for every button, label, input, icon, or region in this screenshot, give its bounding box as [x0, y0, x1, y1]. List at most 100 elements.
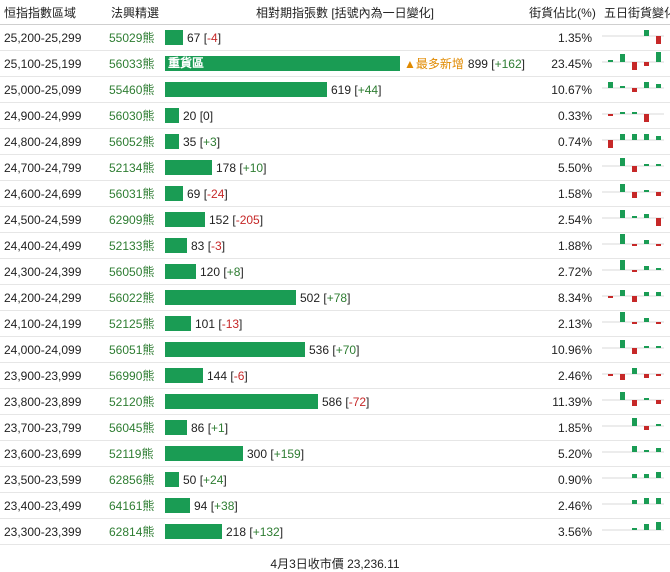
sparkline-bar [644, 114, 649, 122]
warrant-code-link[interactable]: 52120熊 [105, 388, 165, 415]
bracket-open: [ [342, 394, 349, 409]
range-cell: 24,500-24,599 [0, 206, 105, 233]
sparkline-svg [602, 340, 664, 354]
share-pct: 1.88% [525, 232, 600, 259]
volume-bar [165, 160, 212, 175]
bracket-open: [ [220, 264, 227, 279]
warrant-code-link[interactable]: 64161熊 [105, 492, 165, 519]
range-cell: 25,200-25,299 [0, 24, 105, 51]
share-pct: 8.34% [525, 284, 600, 311]
sparkline-bar [632, 400, 637, 406]
sparkline-bar [620, 134, 625, 140]
volume-bar [165, 108, 179, 123]
sparkline-bar [608, 374, 613, 376]
warrant-code-link[interactable]: 52134熊 [105, 154, 165, 181]
bracket-open: [ [487, 56, 495, 71]
bracket-close: ] [216, 134, 221, 149]
volume-label: 536 [+70] [309, 343, 359, 357]
daily-change: +3 [203, 134, 217, 149]
sparkline-bar [620, 210, 625, 218]
sparkline-svg [602, 392, 664, 406]
bracket-close: ] [221, 238, 226, 253]
warrant-code-link[interactable]: 56051熊 [105, 336, 165, 363]
sparkline-bar [632, 244, 637, 246]
warrant-code-link[interactable]: 62856熊 [105, 466, 165, 493]
volume-label: 69 [-24] [187, 187, 228, 201]
sparkline-bar [632, 296, 637, 302]
five-day-sparkline [600, 336, 670, 363]
daily-change: +8 [226, 264, 241, 279]
warrant-code-link[interactable]: 55460熊 [105, 76, 165, 103]
bracket-close: ] [521, 56, 525, 71]
range-cell: 24,300-24,399 [0, 258, 105, 285]
five-day-sparkline [600, 388, 670, 415]
sparkline-bar [644, 134, 649, 140]
sparkline-bar [608, 140, 613, 148]
bracket-open: [ [329, 342, 336, 357]
volume-bar [165, 316, 191, 331]
bracket-close: ] [244, 368, 248, 383]
bracket-open: [ [196, 472, 204, 487]
sparkline-bar [608, 60, 613, 62]
share-pct: 3.56% [525, 518, 600, 545]
table-row: 23,700-23,799 56045熊 86 [+1] 1.85% [0, 414, 670, 441]
sparkline-svg [602, 158, 664, 172]
warrant-code-link[interactable]: 52125熊 [105, 310, 165, 337]
volume-bar [165, 134, 179, 149]
warrant-code-link[interactable]: 56033熊 [105, 50, 165, 77]
bar-cell: 86 [+1] [165, 414, 525, 441]
sparkline-bar [608, 296, 613, 298]
five-day-sparkline [600, 414, 670, 441]
volume-bar [165, 264, 196, 279]
warrant-code-link[interactable]: 62909熊 [105, 206, 165, 233]
bracket-open: [ [229, 212, 236, 227]
bracket-close: ] [347, 290, 351, 305]
bracket-open: [ [196, 108, 204, 123]
volume-value: 50 [183, 472, 197, 487]
sparkline-bar [620, 260, 625, 270]
warrant-code-link[interactable]: 56031熊 [105, 180, 165, 207]
daily-change: +44 [357, 82, 379, 97]
warrant-code-link[interactable]: 56052熊 [105, 128, 165, 155]
sparkline-svg [602, 260, 664, 272]
table-row: 23,300-23,399 62814熊 218 [+132] 3.56% [0, 518, 670, 545]
most-added-tag: ▲最多新增 [404, 57, 464, 71]
volume-label: 101 [-13] [195, 317, 242, 331]
bar-cell: 83 [-3] [165, 232, 525, 259]
share-pct: 10.96% [525, 336, 600, 363]
sparkline-bar [656, 498, 661, 504]
range-cell: 24,600-24,699 [0, 180, 105, 207]
sparkline-bar [620, 184, 625, 192]
share-pct: 11.39% [525, 388, 600, 415]
sparkline-bar [620, 112, 625, 114]
warrant-code-link[interactable]: 56022熊 [105, 284, 165, 311]
volume-label: 86 [+1] [191, 421, 228, 435]
warrant-code-link[interactable]: 52133熊 [105, 232, 165, 259]
warrant-code-link[interactable]: 62814熊 [105, 518, 165, 545]
volume-bar [165, 420, 187, 435]
bar-cell: 35 [+3] [165, 128, 525, 155]
range-cell: 24,700-24,799 [0, 154, 105, 181]
sparkline-bar [644, 62, 649, 66]
sparkline-svg [602, 82, 664, 92]
sparkline-bar [656, 374, 661, 376]
volume-label: 586 [-72] [322, 395, 369, 409]
volume-value: 69 [187, 186, 201, 201]
sparkline-bar [644, 498, 649, 504]
warrant-code-link[interactable]: 56030熊 [105, 102, 165, 129]
warrant-code-link[interactable]: 55029熊 [105, 24, 165, 51]
table-row: 23,800-23,899 52120熊 586 [-72] 11.39% [0, 388, 670, 415]
volume-value: 83 [191, 238, 205, 253]
warrant-code-link[interactable]: 56050熊 [105, 258, 165, 285]
bracket-close: ] [209, 108, 214, 123]
warrant-code-link[interactable]: 52119熊 [105, 440, 165, 467]
warrant-code-link[interactable]: 56045熊 [105, 414, 165, 441]
sparkline-bar [656, 292, 661, 296]
volume-bar [165, 212, 205, 227]
volume-value: 152 [209, 212, 230, 227]
sparkline-bar [644, 318, 649, 322]
warrant-code-link[interactable]: 56990熊 [105, 362, 165, 389]
sparkline-bar [632, 216, 637, 218]
five-day-sparkline [600, 50, 670, 77]
volume-label: 300 [+159] [247, 447, 304, 461]
